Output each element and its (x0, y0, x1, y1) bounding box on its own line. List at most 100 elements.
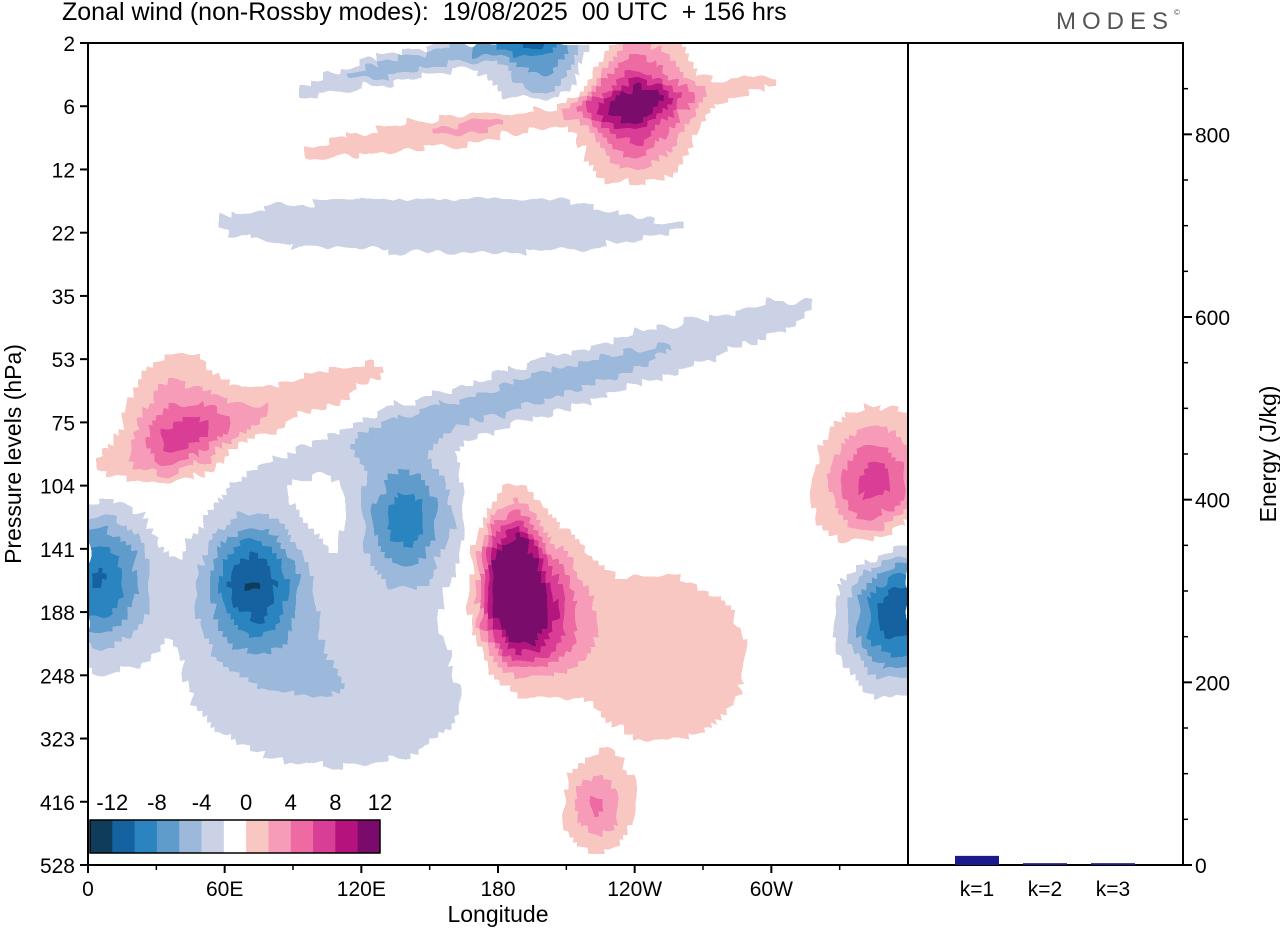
field-cell (698, 115, 704, 122)
field-cell (823, 463, 829, 470)
field-cell (473, 217, 479, 224)
field-cell (498, 379, 504, 386)
field-cell (543, 79, 549, 86)
field-cell (318, 403, 324, 410)
field-cell (338, 79, 344, 86)
field-cell (708, 103, 714, 110)
field-cell (398, 223, 404, 230)
field-cell (323, 403, 329, 410)
field-cell (613, 169, 619, 176)
field-cell (278, 583, 284, 590)
field-cell (533, 67, 539, 74)
field-cell (98, 547, 104, 554)
field-cell (613, 109, 619, 116)
field-cell (188, 379, 194, 386)
field-cell (253, 571, 259, 578)
field-cell (633, 337, 639, 344)
field-cell (338, 379, 344, 386)
field-cell (493, 421, 499, 428)
field-cell (368, 211, 374, 218)
field-cell (123, 421, 129, 428)
field-cell (143, 475, 149, 482)
field-cell (483, 235, 489, 242)
field-cell (418, 211, 424, 218)
field-cell (878, 559, 884, 566)
field-cell (428, 415, 434, 422)
field-cell (208, 523, 214, 530)
field-cell (878, 499, 884, 506)
field-cell (403, 211, 409, 218)
field-cell (423, 223, 429, 230)
field-cell (323, 451, 329, 458)
field-cell (538, 91, 544, 98)
field-cell (668, 115, 674, 122)
field-cell (398, 577, 404, 584)
field-cell (873, 493, 879, 500)
field-cell (413, 229, 419, 236)
field-cell (133, 529, 139, 536)
field-cell (743, 319, 749, 326)
field-cell (128, 571, 134, 578)
field-cell (648, 217, 654, 224)
field-cell (378, 139, 384, 146)
field-cell (138, 415, 144, 422)
field-cell (903, 553, 908, 560)
field-cell (413, 127, 419, 134)
field-cell (668, 151, 674, 158)
field-cell (418, 421, 424, 428)
field-cell (478, 133, 484, 140)
field-cell (848, 511, 854, 518)
field-cell (528, 223, 534, 230)
field-cell (678, 97, 684, 104)
field-cell (558, 205, 564, 212)
field-cell (368, 463, 374, 470)
field-cell (243, 385, 249, 392)
field-cell (343, 535, 349, 542)
field-cell (323, 73, 329, 80)
field-cell (88, 505, 94, 512)
field-cell (473, 133, 479, 140)
field-cell (543, 241, 549, 248)
field-cell (403, 577, 409, 584)
field-cell (348, 511, 354, 518)
field-cell (403, 499, 409, 506)
field-cell (323, 79, 329, 86)
field-cell (203, 367, 209, 374)
field-cell (508, 553, 514, 560)
field-cell (248, 229, 254, 236)
field-cell (848, 469, 854, 476)
field-cell (513, 391, 519, 398)
field-cell (238, 427, 244, 434)
field-cell (103, 523, 109, 530)
field-cell (543, 61, 549, 68)
field-cell (433, 133, 439, 140)
field-cell (308, 79, 314, 86)
field-cell (513, 247, 519, 254)
field-cell (423, 205, 429, 212)
field-cell (533, 361, 539, 368)
field-cell (418, 529, 424, 536)
field-cell (348, 235, 354, 242)
field-cell (388, 487, 394, 494)
field-cell (163, 553, 169, 560)
field-cell (463, 133, 469, 140)
field-cell (138, 421, 144, 428)
field-cell (868, 499, 874, 506)
field-cell (598, 91, 604, 98)
field-cell (448, 541, 454, 548)
field-cell (638, 103, 644, 110)
field-cell (698, 109, 704, 116)
field-cell (143, 529, 149, 536)
field-cell (898, 433, 904, 440)
field-cell (233, 397, 239, 404)
field-cell (668, 91, 674, 98)
field-cell (508, 523, 514, 530)
field-cell (413, 481, 419, 488)
field-cell (313, 223, 319, 230)
field-cell (898, 547, 904, 554)
field-cell (653, 367, 659, 374)
field-cell (218, 391, 224, 398)
field-cell (473, 403, 479, 410)
field-cell (338, 463, 344, 470)
field-cell (163, 385, 169, 392)
